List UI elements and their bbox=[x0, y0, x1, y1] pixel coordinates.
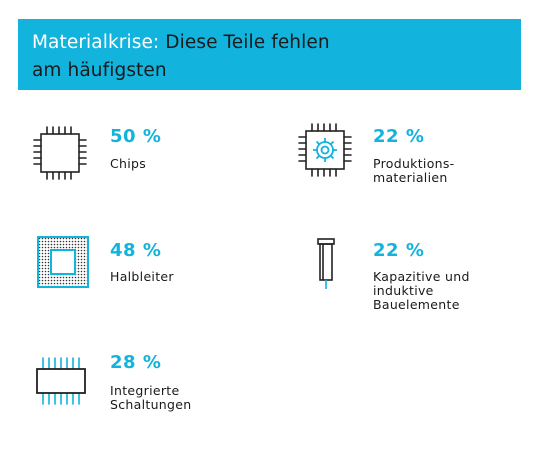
integrated-circuit-icon bbox=[36, 357, 86, 405]
category-label: Chips bbox=[110, 157, 146, 171]
category-label: Kapazitive und induktive Bauelemente bbox=[373, 270, 470, 312]
category-label: Produktions- materialien bbox=[373, 157, 455, 185]
chip-icon bbox=[33, 126, 87, 180]
category-label: Integrierte Schaltungen bbox=[110, 384, 191, 412]
category-line: Halbleiter bbox=[110, 269, 174, 284]
category-line: induktive bbox=[373, 283, 434, 298]
value-label: 50 % bbox=[110, 126, 162, 147]
value-label: 22 % bbox=[373, 126, 425, 147]
value-label: 48 % bbox=[110, 240, 162, 261]
title-line-1: Materialkrise: Diese Teile fehlen bbox=[32, 29, 521, 57]
value-label: 22 % bbox=[373, 240, 425, 261]
capacitor-icon bbox=[317, 238, 335, 289]
category-line: Schaltungen bbox=[110, 397, 192, 412]
category-line: Kapazitive und bbox=[373, 269, 470, 284]
category-line: materialien bbox=[373, 170, 448, 185]
title-banner: Materialkrise: Diese Teile fehlen am häu… bbox=[18, 19, 521, 90]
title-main: Diese Teile fehlen bbox=[165, 32, 330, 53]
title-prefix: Materialkrise: bbox=[32, 32, 160, 53]
category-line: Bauelemente bbox=[373, 297, 460, 312]
category-label: Halbleiter bbox=[110, 270, 174, 284]
value-label: 28 % bbox=[110, 352, 162, 373]
title-line-2: am häufigsten bbox=[32, 60, 167, 81]
category-line: Integrierte bbox=[110, 383, 180, 398]
category-line: Chips bbox=[110, 156, 147, 171]
semiconductor-icon bbox=[37, 236, 89, 288]
category-line: Produktions- bbox=[373, 156, 455, 171]
gear-chip-icon bbox=[298, 123, 352, 177]
